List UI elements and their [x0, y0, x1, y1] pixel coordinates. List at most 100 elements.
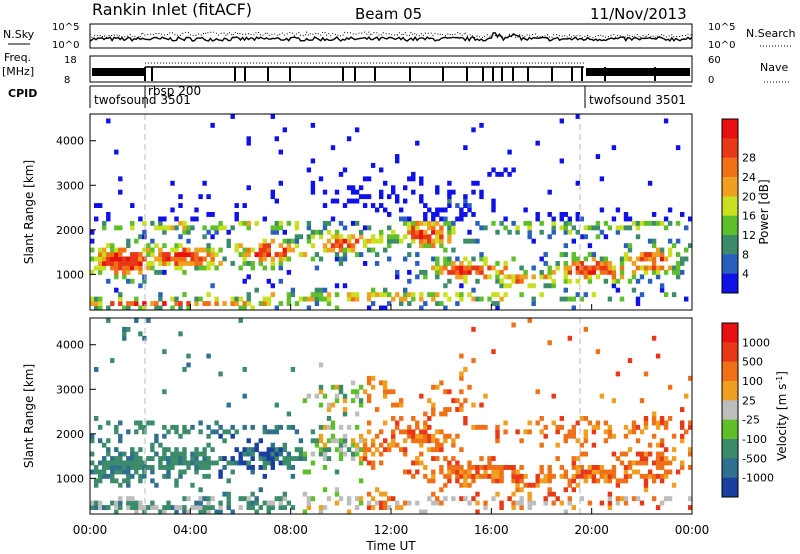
heatmap-cell	[447, 229, 452, 235]
heatmap-cell	[174, 447, 179, 453]
heatmap-cell	[138, 283, 143, 289]
heatmap-cell	[631, 287, 637, 293]
heatmap-cell	[218, 371, 223, 377]
heatmap-cell	[503, 274, 508, 280]
heatmap-cell	[94, 478, 99, 484]
heatmap-cell	[559, 473, 564, 479]
heatmap-cell	[403, 296, 408, 302]
heatmap-cell	[383, 287, 388, 293]
heatmap-cell	[290, 247, 296, 253]
freq-block-b	[586, 68, 690, 76]
heatmap-cell	[322, 189, 328, 195]
heatmap-cell	[250, 465, 255, 470]
heatmap-cell	[395, 424, 400, 430]
heatmap-cell	[110, 358, 115, 363]
heatmap-cell	[182, 496, 187, 502]
heatmap-cell	[338, 234, 344, 240]
heatmap-cell	[210, 496, 215, 502]
heatmap-cell	[435, 301, 440, 306]
heatmap-cell	[206, 353, 211, 359]
heatmap-cell	[435, 274, 440, 280]
heatmap-cell	[158, 465, 163, 470]
heatmap-cell	[202, 509, 207, 515]
heatmap-cell	[342, 393, 348, 399]
heatmap-cell	[647, 220, 653, 226]
heatmap-cell	[483, 274, 488, 280]
heatmap-cell	[443, 438, 448, 444]
heatmap-cell	[286, 269, 292, 275]
heatmap-cell	[330, 438, 336, 444]
heatmap-cell	[114, 509, 119, 515]
heatmap-cell	[684, 225, 689, 231]
heatmap-cell	[527, 220, 532, 226]
heatmap-cell	[395, 292, 400, 298]
heatmap-cell	[379, 203, 384, 208]
heatmap-cell	[611, 473, 617, 479]
heatmap-cell	[174, 261, 179, 266]
heatmap-cell	[182, 256, 187, 262]
heatmap-cell	[423, 429, 428, 435]
heatmap-cell	[415, 456, 420, 461]
heatmap-cell	[579, 416, 584, 421]
heatmap-cell	[106, 460, 111, 466]
heatmap-cell	[531, 482, 536, 488]
heatmap-cell	[246, 185, 251, 191]
heatmap-cell	[134, 261, 139, 266]
heatmap-cell	[322, 296, 328, 302]
heatmap-cell	[354, 447, 360, 453]
heatmap-cell	[214, 225, 219, 231]
heatmap-cell	[595, 274, 601, 280]
heatmap-cell	[423, 234, 428, 240]
heatmap-cell	[651, 269, 657, 275]
heatmap-cell	[174, 451, 179, 457]
heatmap-cell	[314, 393, 320, 399]
heatmap-cell	[635, 225, 641, 231]
heatmap-cell	[463, 278, 468, 284]
heatmap-cell	[102, 220, 107, 226]
heatmap-cell	[539, 442, 544, 448]
heatmap-cell	[583, 416, 588, 421]
heatmap-cell	[619, 478, 625, 484]
heatmap-cell	[138, 234, 143, 240]
heatmap-cell	[427, 238, 432, 244]
heatmap-cell	[479, 456, 484, 461]
heatmap-cell	[134, 460, 139, 466]
heatmap-cell	[631, 424, 637, 430]
heatmap-cell	[210, 247, 215, 253]
heatmap-cell	[134, 500, 139, 506]
heatmap-cell	[407, 269, 412, 275]
heatmap-cell	[314, 287, 320, 293]
heatmap-cell	[90, 500, 95, 506]
heatmap-cell	[366, 420, 372, 426]
heatmap-cell	[651, 496, 657, 502]
heatmap-cell	[94, 500, 99, 506]
heatmap-cell	[150, 456, 155, 461]
heatmap-cell	[134, 256, 139, 262]
heatmap-cell	[166, 460, 171, 466]
heatmap-cell	[599, 469, 605, 475]
heatmap-cell	[174, 478, 179, 484]
heatmap-cell	[563, 509, 568, 515]
heatmap-cell	[214, 429, 219, 435]
heatmap-cell	[126, 473, 131, 479]
heatmap-cell	[178, 473, 183, 479]
heatmap-cell	[110, 500, 115, 506]
heatmap-cell	[302, 469, 308, 475]
heatmap-cell	[198, 265, 203, 271]
heatmap-cell	[338, 243, 344, 249]
heatmap-cell	[262, 247, 267, 253]
heatmap-cell	[338, 220, 344, 226]
heatmap-cell	[459, 473, 464, 479]
heatmap-cell	[395, 274, 400, 280]
heatmap-cell	[519, 438, 524, 444]
heatmap-cell	[615, 229, 621, 235]
heatmap-cell	[194, 469, 199, 475]
heatmap-cell	[479, 402, 484, 408]
heatmap-cell	[102, 247, 107, 253]
heatmap-cell	[503, 283, 508, 289]
heatmap-cell	[651, 478, 657, 484]
heatmap-cell	[114, 456, 119, 461]
heatmap-cell	[222, 491, 227, 497]
heatmap-cell	[98, 505, 103, 510]
heatmap-cell	[358, 234, 364, 240]
